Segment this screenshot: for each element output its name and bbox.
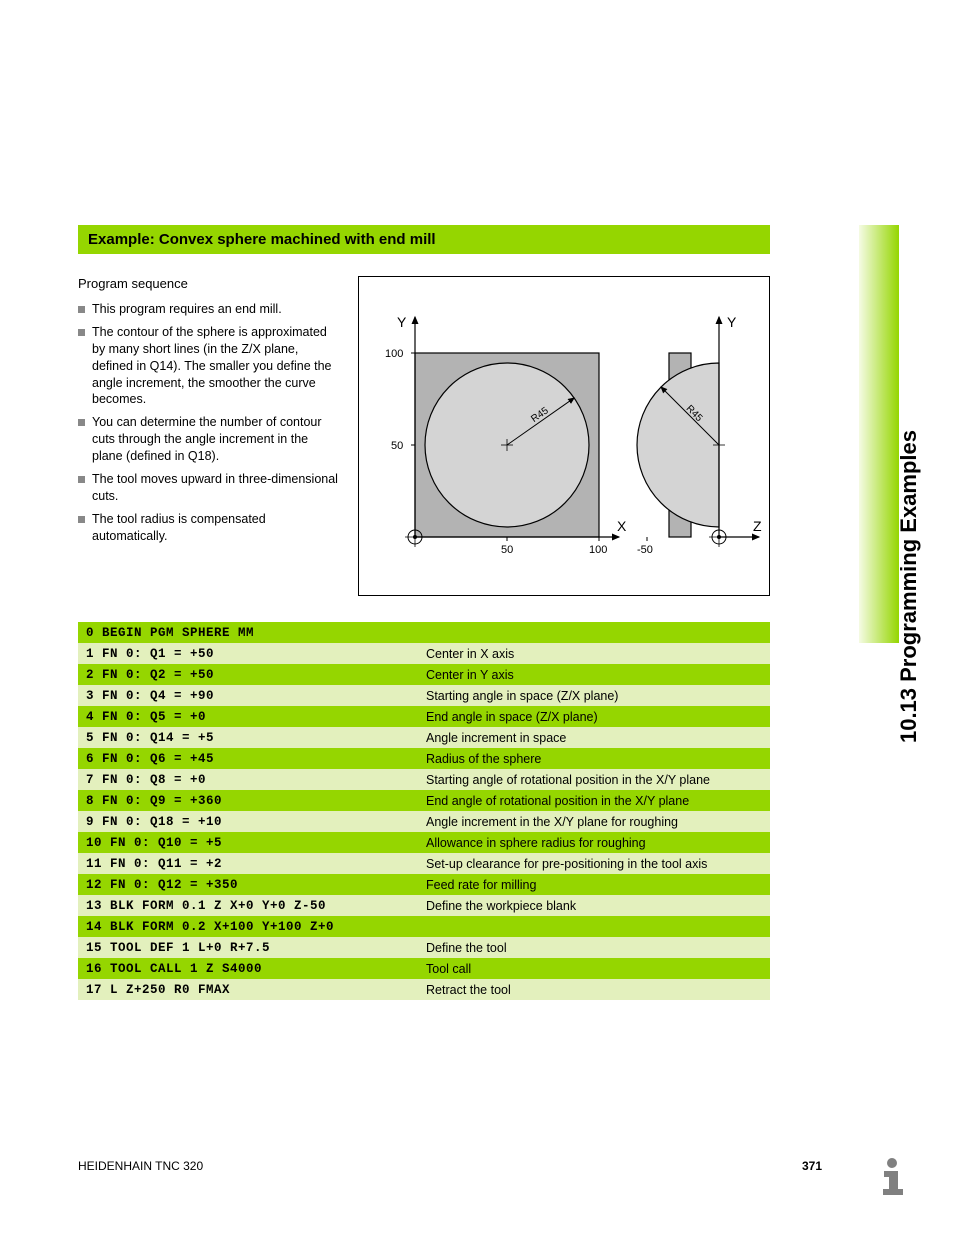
code-row: 15 TOOL DEF 1 L+0 R+7.5Define the tool (78, 937, 770, 958)
code-cell: 3 FN 0: Q4 = +90 (78, 685, 418, 706)
code-cell: 9 FN 0: Q18 = +10 (78, 811, 418, 832)
code-description: Tool call (418, 958, 770, 979)
code-row: 6 FN 0: Q6 = +45Radius of the sphere (78, 748, 770, 769)
code-row: 3 FN 0: Q4 = +90Starting angle in space … (78, 685, 770, 706)
bullet-item: The tool moves upward in three-dimension… (78, 471, 340, 505)
code-cell: 10 FN 0: Q10 = +5 (78, 832, 418, 853)
svg-text:Y: Y (727, 314, 737, 330)
svg-text:Z: Z (753, 518, 762, 534)
side-tab-title: 10.13 Programming Examples (896, 430, 922, 743)
code-row: 12 FN 0: Q12 = +350Feed rate for milling (78, 874, 770, 895)
svg-text:100: 100 (589, 544, 607, 556)
code-cell: 14 BLK FORM 0.2 X+100 Y+100 Z+0 (78, 916, 418, 937)
page-footer: HEIDENHAIN TNC 320 371 (78, 1159, 822, 1173)
code-description: Set-up clearance for pre-positioning in … (418, 853, 770, 874)
code-description: Angle increment in space (418, 727, 770, 748)
code-row: 14 BLK FORM 0.2 X+100 Y+100 Z+0 (78, 916, 770, 937)
code-description: Retract the tool (418, 979, 770, 1000)
svg-text:50: 50 (501, 544, 513, 556)
code-row: 17 L Z+250 R0 FMAXRetract the tool (78, 979, 770, 1000)
code-description: Starting angle of rotational position in… (418, 769, 770, 790)
footer-product: HEIDENHAIN TNC 320 (78, 1159, 203, 1173)
code-cell: 17 L Z+250 R0 FMAX (78, 979, 418, 1000)
code-row: 0 BEGIN PGM SPHERE MM (78, 622, 770, 643)
bullet-item: The tool radius is compensated automatic… (78, 511, 340, 545)
code-row: 5 FN 0: Q14 = +5Angle increment in space (78, 727, 770, 748)
code-cell: 15 TOOL DEF 1 L+0 R+7.5 (78, 937, 418, 958)
code-row: 13 BLK FORM 0.1 Z X+0 Y+0 Z-50Define the… (78, 895, 770, 916)
code-description: Center in X axis (418, 643, 770, 664)
bullet-list: This program requires an end mill. The co… (78, 301, 340, 544)
code-cell: 0 BEGIN PGM SPHERE MM (78, 622, 418, 643)
code-row: 8 FN 0: Q9 = +360End angle of rotational… (78, 790, 770, 811)
code-description: Center in Y axis (418, 664, 770, 685)
code-row: 2 FN 0: Q2 = +50Center in Y axis (78, 664, 770, 685)
code-description: Starting angle in space (Z/X plane) (418, 685, 770, 706)
program-sequence-label: Program sequence (78, 276, 340, 291)
code-row: 11 FN 0: Q11 = +2Set-up clearance for pr… (78, 853, 770, 874)
code-cell: 2 FN 0: Q2 = +50 (78, 664, 418, 685)
svg-text:-50: -50 (637, 544, 653, 556)
code-cell: 1 FN 0: Q1 = +50 (78, 643, 418, 664)
code-row: 16 TOOL CALL 1 Z S4000Tool call (78, 958, 770, 979)
code-cell: 12 FN 0: Q12 = +350 (78, 874, 418, 895)
code-cell: 7 FN 0: Q8 = +0 (78, 769, 418, 790)
code-description: End angle in space (Z/X plane) (418, 706, 770, 727)
code-cell: 4 FN 0: Q5 = +0 (78, 706, 418, 727)
code-cell: 5 FN 0: Q14 = +5 (78, 727, 418, 748)
code-row: 4 FN 0: Q5 = +0End angle in space (Z/X p… (78, 706, 770, 727)
code-description: Define the tool (418, 937, 770, 958)
code-cell: 6 FN 0: Q6 = +45 (78, 748, 418, 769)
code-description: Define the workpiece blank (418, 895, 770, 916)
side-tab-gradient (859, 225, 899, 643)
code-table: 0 BEGIN PGM SPHERE MM1 FN 0: Q1 = +50Cen… (78, 622, 770, 1000)
svg-text:X: X (617, 518, 627, 534)
bullet-item: The contour of the sphere is approximate… (78, 324, 340, 408)
code-description (418, 622, 770, 643)
code-description (418, 916, 770, 937)
info-icon (870, 1153, 914, 1197)
code-row: 9 FN 0: Q18 = +10Angle increment in the … (78, 811, 770, 832)
svg-text:Y: Y (397, 314, 407, 330)
svg-text:50: 50 (391, 440, 403, 452)
code-description: Radius of the sphere (418, 748, 770, 769)
code-cell: 16 TOOL CALL 1 Z S4000 (78, 958, 418, 979)
example-title: Example: Convex sphere machined with end… (88, 231, 436, 248)
code-cell: 13 BLK FORM 0.1 Z X+0 Y+0 Z-50 (78, 895, 418, 916)
code-description: Angle increment in the X/Y plane for rou… (418, 811, 770, 832)
code-row: 10 FN 0: Q10 = +5Allowance in sphere rad… (78, 832, 770, 853)
footer-page-number: 371 (802, 1159, 822, 1173)
svg-text:100: 100 (385, 348, 403, 360)
sphere-diagram: R45YX1005050100R45YZ-50 (358, 276, 770, 596)
code-row: 7 FN 0: Q8 = +0Starting angle of rotatio… (78, 769, 770, 790)
code-row: 1 FN 0: Q1 = +50Center in X axis (78, 643, 770, 664)
code-cell: 8 FN 0: Q9 = +360 (78, 790, 418, 811)
example-banner: Example: Convex sphere machined with end… (78, 225, 770, 254)
code-description: End angle of rotational position in the … (418, 790, 770, 811)
bullet-item: This program requires an end mill. (78, 301, 340, 318)
code-description: Allowance in sphere radius for roughing (418, 832, 770, 853)
code-cell: 11 FN 0: Q11 = +2 (78, 853, 418, 874)
code-description: Feed rate for milling (418, 874, 770, 895)
bullet-item: You can determine the number of contour … (78, 414, 340, 465)
